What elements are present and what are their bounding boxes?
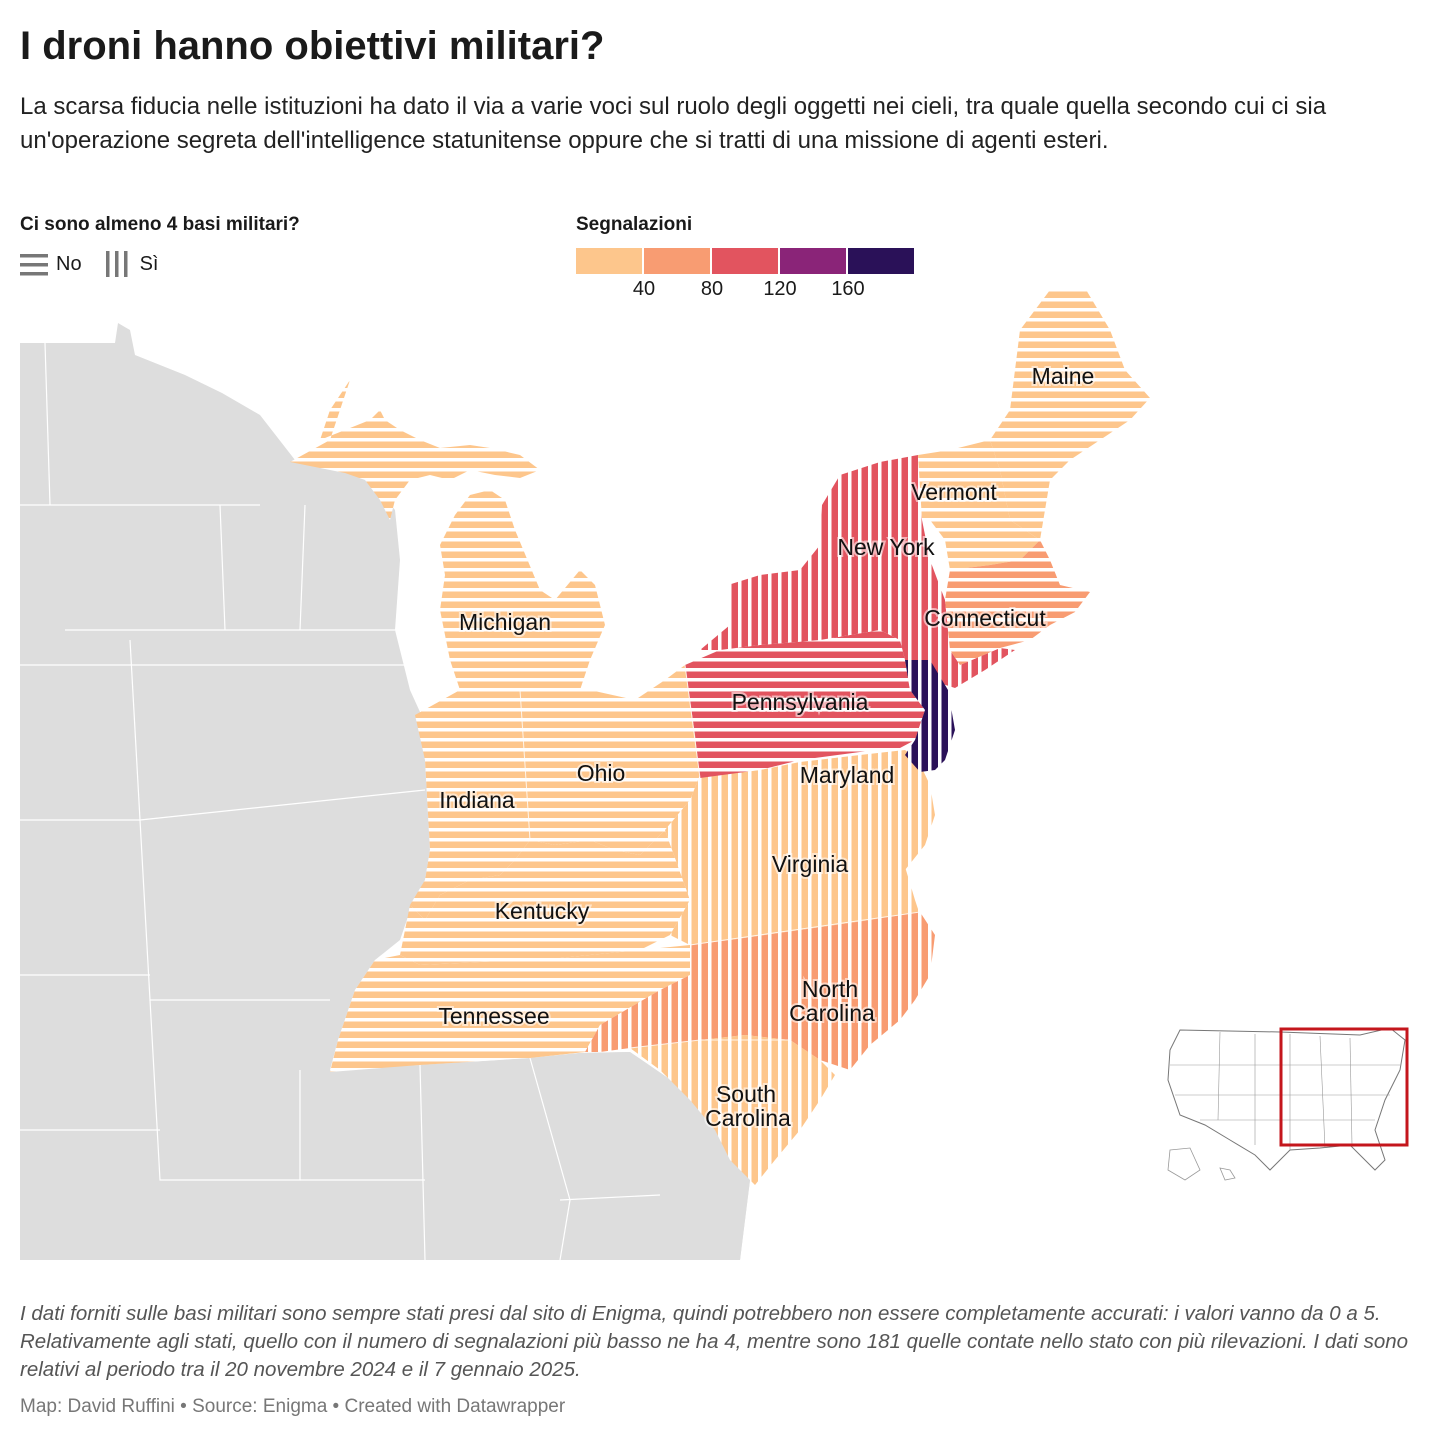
legend-label-yes: Sì: [139, 252, 159, 275]
legend-item-no: No: [20, 250, 82, 278]
legend-reports-title: Segnalazioni: [576, 214, 693, 235]
color-swatch: [780, 248, 846, 274]
state-maine: [990, 290, 1150, 540]
footnote: I dati forniti sulle basi militari sono …: [20, 1302, 1409, 1381]
label-south-carolina-line1: South: [716, 1081, 776, 1107]
inset-highlight-box: [1279, 1027, 1409, 1147]
color-swatch: [712, 248, 778, 274]
state-new-jersey: [905, 660, 955, 772]
legend-item-yes: Sì: [104, 250, 159, 278]
label-north-carolina-line2: Carolina: [789, 1000, 875, 1026]
state-michigan-upper: [290, 380, 540, 520]
state-vermont: [918, 440, 1040, 570]
state-pennsylvania: [685, 630, 925, 778]
color-swatch: [644, 248, 710, 274]
inset-locator-map: [1167, 1027, 1409, 1181]
label-pennsylvania: Pennsylvania: [732, 689, 869, 715]
state-tennessee: [330, 945, 690, 1072]
label-kentucky: Kentucky: [495, 898, 590, 924]
label-ohio: Ohio: [577, 760, 626, 786]
label-new-york: New York: [837, 534, 935, 560]
label-michigan: Michigan: [459, 609, 551, 635]
state-labels: Maine Vermont New York Connecticut Michi…: [436, 361, 1096, 1133]
color-swatch: [576, 248, 642, 274]
horizontal-stripes-icon: [20, 254, 48, 276]
scale-tick: 160: [831, 278, 865, 300]
state-kentucky: [400, 830, 690, 965]
state-connecticut: [945, 540, 1090, 665]
eastern-us-map: Maine Vermont New York Connecticut Michi…: [20, 290, 1150, 1261]
label-indiana: Indiana: [439, 787, 515, 813]
label-tennessee: Tennessee: [438, 1003, 549, 1029]
color-swatch: [848, 248, 914, 274]
legend-bases: No Sì: [20, 250, 180, 278]
state-indiana: [410, 690, 530, 920]
label-south-carolina-line2: Carolina: [705, 1105, 791, 1131]
chart-title: I droni hanno obiettivi militari?: [20, 24, 605, 68]
label-maine: Maine: [1032, 363, 1095, 389]
legend-label-no: No: [56, 252, 82, 275]
scale-tick: 40: [632, 278, 656, 300]
state-new-york: [700, 455, 1015, 688]
state-north-carolina: [585, 912, 935, 1070]
vertical-stripes-icon: [105, 251, 128, 277]
state-south-carolina: [630, 1035, 835, 1185]
legend-bases-title: Ci sono almeno 4 basi militari?: [20, 214, 300, 235]
state-michigan: [440, 490, 605, 690]
label-virginia: Virginia: [772, 851, 848, 877]
credit-line: Map: David Ruffini • Source: Enigma • Cr…: [20, 1396, 566, 1417]
scale-tick: 120: [763, 278, 797, 300]
state-ohio: [520, 665, 700, 855]
state-maryland: [760, 750, 935, 870]
label-connecticut: Connecticut: [924, 605, 1046, 631]
chart-subtitle: La scarsa fiducia nelle istituzioni ha d…: [20, 93, 1327, 154]
label-vermont: Vermont: [911, 479, 997, 505]
label-north-carolina-line1: North: [802, 976, 858, 1002]
label-maryland: Maryland: [800, 762, 895, 788]
background-land: [20, 323, 750, 1261]
color-scale: 40 80 120 160: [576, 248, 916, 304]
state-virginia: [665, 760, 920, 945]
scale-tick: 80: [700, 278, 724, 300]
